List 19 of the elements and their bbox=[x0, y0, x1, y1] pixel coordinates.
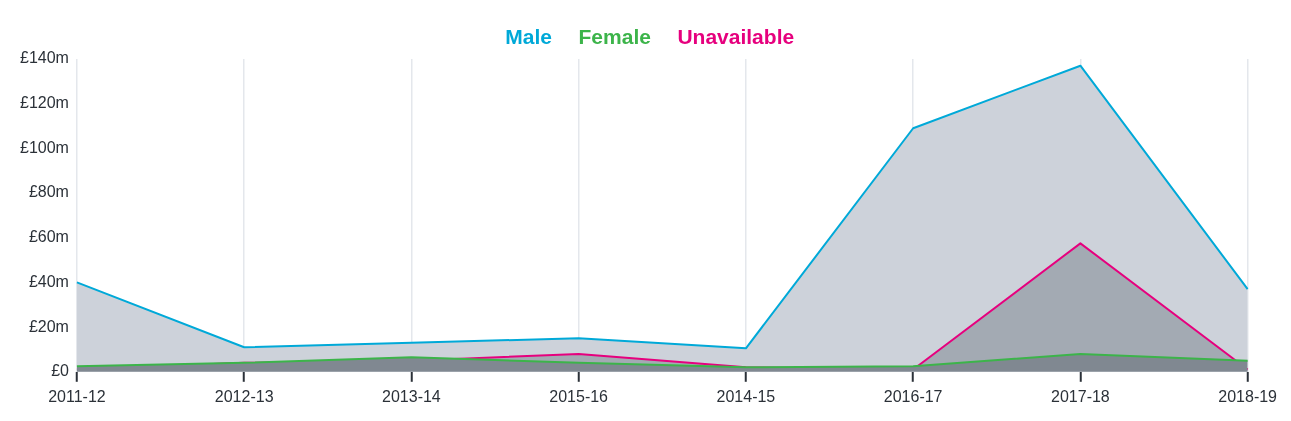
x-tick-label: 2014-15 bbox=[716, 387, 776, 405]
y-tick-label: £140m bbox=[20, 49, 69, 67]
text: Male bbox=[505, 25, 553, 49]
y-tick-label: £40m bbox=[28, 272, 69, 290]
y-tick-label: £80m bbox=[28, 183, 69, 201]
x-tick-label: 2015-16 bbox=[549, 387, 609, 405]
x-tick-label: 2013-14 bbox=[382, 387, 441, 405]
text: Female bbox=[578, 25, 651, 49]
x-tick-label: 2017-18 bbox=[1051, 387, 1110, 405]
y-tick-label: £60m bbox=[28, 228, 69, 246]
text: Unavailable bbox=[677, 25, 795, 49]
y-tick-label: £120m bbox=[20, 94, 69, 112]
x-tick-label: 2012-13 bbox=[214, 387, 274, 405]
y-tick-label: £100m bbox=[20, 138, 69, 156]
y-tick-label: £20m bbox=[28, 317, 69, 335]
x-tick-label: 2016-17 bbox=[883, 387, 943, 405]
y-tick-label: £0 bbox=[51, 362, 70, 380]
x-tick-label: 2018-19 bbox=[1218, 387, 1278, 405]
x-tick-label: 2011-12 bbox=[48, 387, 106, 405]
